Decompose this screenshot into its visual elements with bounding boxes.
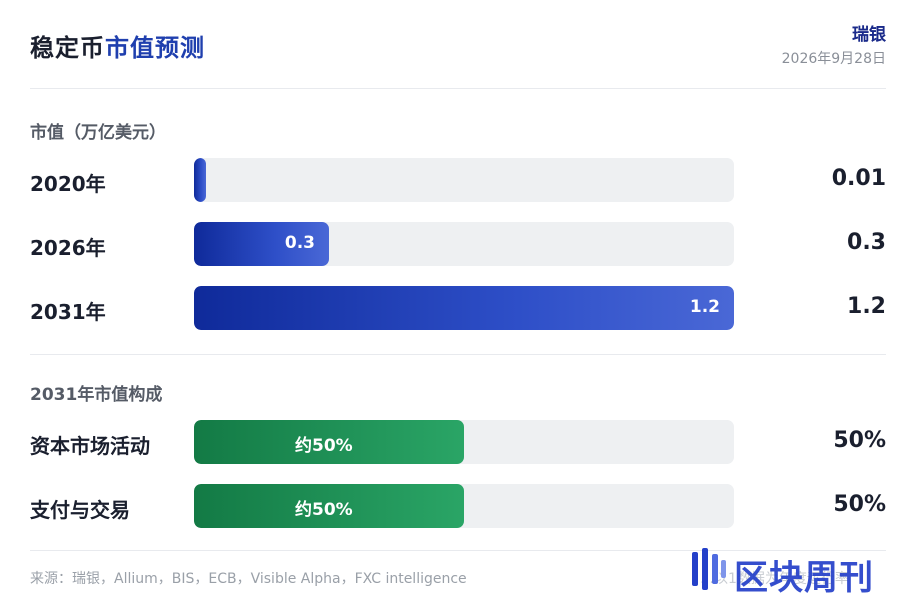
value-label: 1.2: [847, 294, 886, 319]
value-label: 0.01: [831, 166, 886, 191]
bar-row: 支付与交易 约50% 50%: [30, 484, 886, 528]
bar-track: 约50%: [194, 420, 734, 464]
bar-track: 0.3: [194, 222, 734, 266]
category-label: 2031年: [30, 300, 106, 324]
value-label: 50%: [833, 428, 886, 453]
bar: [194, 286, 734, 330]
footer-source: 来源：瑞银，Allium，BIS，ECB，Visible Alpha，FXC i…: [30, 571, 467, 587]
bar-row: 2031年 1.2 1.2: [30, 286, 886, 330]
category-label: 2026年: [30, 236, 106, 260]
bar: [194, 158, 206, 202]
bar-data-label: 约50%: [295, 436, 353, 456]
bar: [194, 420, 464, 464]
value-label: 0.3: [847, 230, 886, 255]
watermark-logo-icon: [692, 548, 726, 590]
page-title: 稳定币市值预测: [30, 28, 205, 63]
divider: [30, 550, 886, 551]
bar-data-label: 1.2: [689, 297, 720, 317]
divider: [30, 354, 886, 355]
bar: [194, 222, 329, 266]
title-part-2: 市值预测: [105, 34, 205, 62]
category-label: 2020年: [30, 172, 106, 196]
section-title-composition: 2031年市值构成: [30, 385, 163, 405]
bar-row: 2020年 0.01: [30, 158, 886, 202]
value-label: 50%: [833, 492, 886, 517]
divider: [30, 88, 886, 89]
watermark-text: 区块周刊: [734, 558, 874, 598]
section-title-market-cap: 市值（万亿美元）: [30, 123, 166, 143]
footer-note: …以1数据为年度运行率: [700, 571, 849, 587]
watermark: 区块周刊: [690, 546, 906, 598]
publish-date: 2026年9月28日: [781, 51, 886, 67]
bar: [194, 484, 464, 528]
title-part-1: 稳定币: [30, 34, 105, 62]
source-org: 瑞银: [852, 25, 886, 45]
bar-row: 2026年 0.3 0.3: [30, 222, 886, 266]
category-label: 支付与交易: [30, 498, 130, 522]
bar-data-label: 约50%: [295, 500, 353, 520]
header: 稳定币市值预测 瑞银 2026年9月28日: [30, 0, 886, 88]
bar-track: 约50%: [194, 484, 734, 528]
bar-track: 1.2: [194, 286, 734, 330]
bar-data-label: 0.3: [284, 233, 315, 253]
category-label: 资本市场活动: [30, 434, 150, 458]
bar-row: 资本市场活动 约50% 50%: [30, 420, 886, 464]
bar-track: [194, 158, 734, 202]
